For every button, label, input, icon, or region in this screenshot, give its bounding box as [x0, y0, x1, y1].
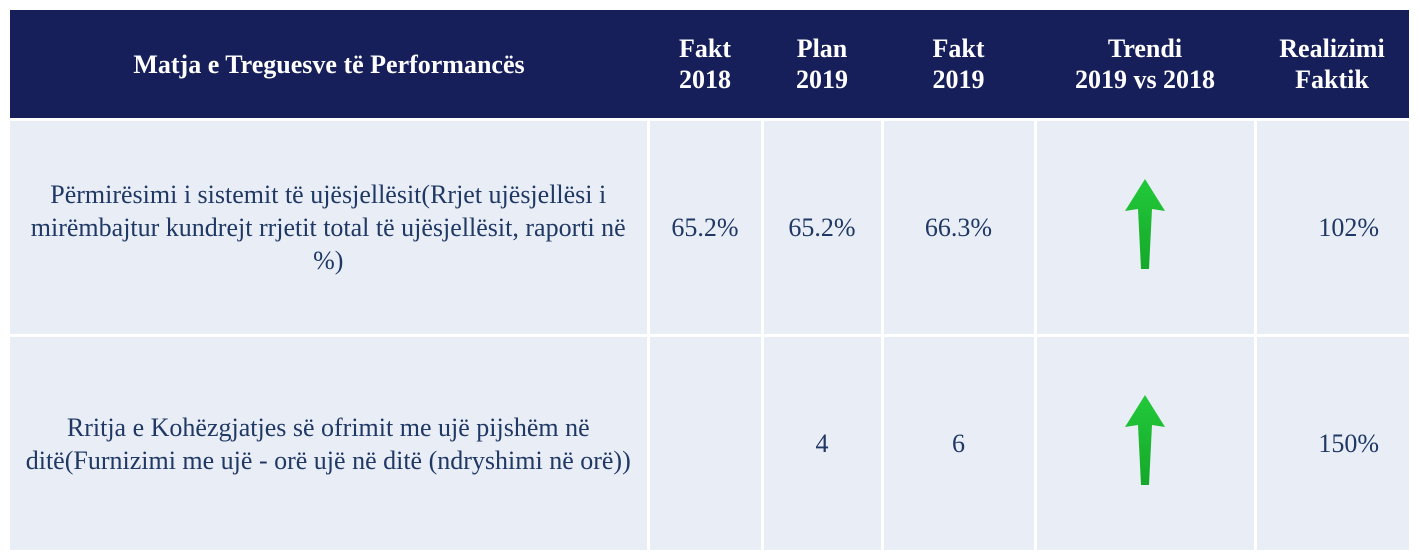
cell: 102%	[1255, 118, 1409, 336]
cell: 66.3%	[882, 118, 1037, 336]
trend-cell	[1035, 334, 1257, 550]
data-row: Rritja e Kohëzgjatjes së ofrimit me ujë …	[10, 334, 1409, 550]
indicator: Rritja e Kohëzgjatjes së ofrimit me ujë …	[10, 334, 650, 550]
header-cell: Fakt 2019	[882, 10, 1035, 120]
header-cell: Plan 2019	[762, 10, 882, 120]
trend-cell	[1035, 118, 1257, 336]
header-cell: Fakt 2018	[648, 10, 762, 120]
header-cell: Trendi 2019 vs 2018	[1035, 10, 1255, 120]
cell	[648, 334, 764, 550]
cell: 65.2%	[762, 118, 884, 336]
cell: 4	[762, 334, 884, 550]
up-arrow	[1125, 394, 1165, 485]
cell: 150%	[1255, 334, 1409, 550]
header-cell: Realizimi Faktik	[1255, 10, 1409, 120]
performance-table: Matja e Treguesve të Performancës Fakt 2…	[10, 10, 1409, 550]
cell: 65.2%	[648, 118, 764, 336]
up-arrow	[1125, 178, 1165, 269]
data-row: Përmirësimi i sistemit të ujësjellësit(R…	[10, 118, 1409, 336]
indicator: Përmirësimi i sistemit të ujësjellësit(R…	[10, 118, 650, 336]
header-cell: Matja e Treguesve të Performancës	[10, 10, 648, 120]
cell: 6	[882, 334, 1037, 550]
header-row: Matja e Treguesve të Performancës Fakt 2…	[10, 10, 1409, 120]
